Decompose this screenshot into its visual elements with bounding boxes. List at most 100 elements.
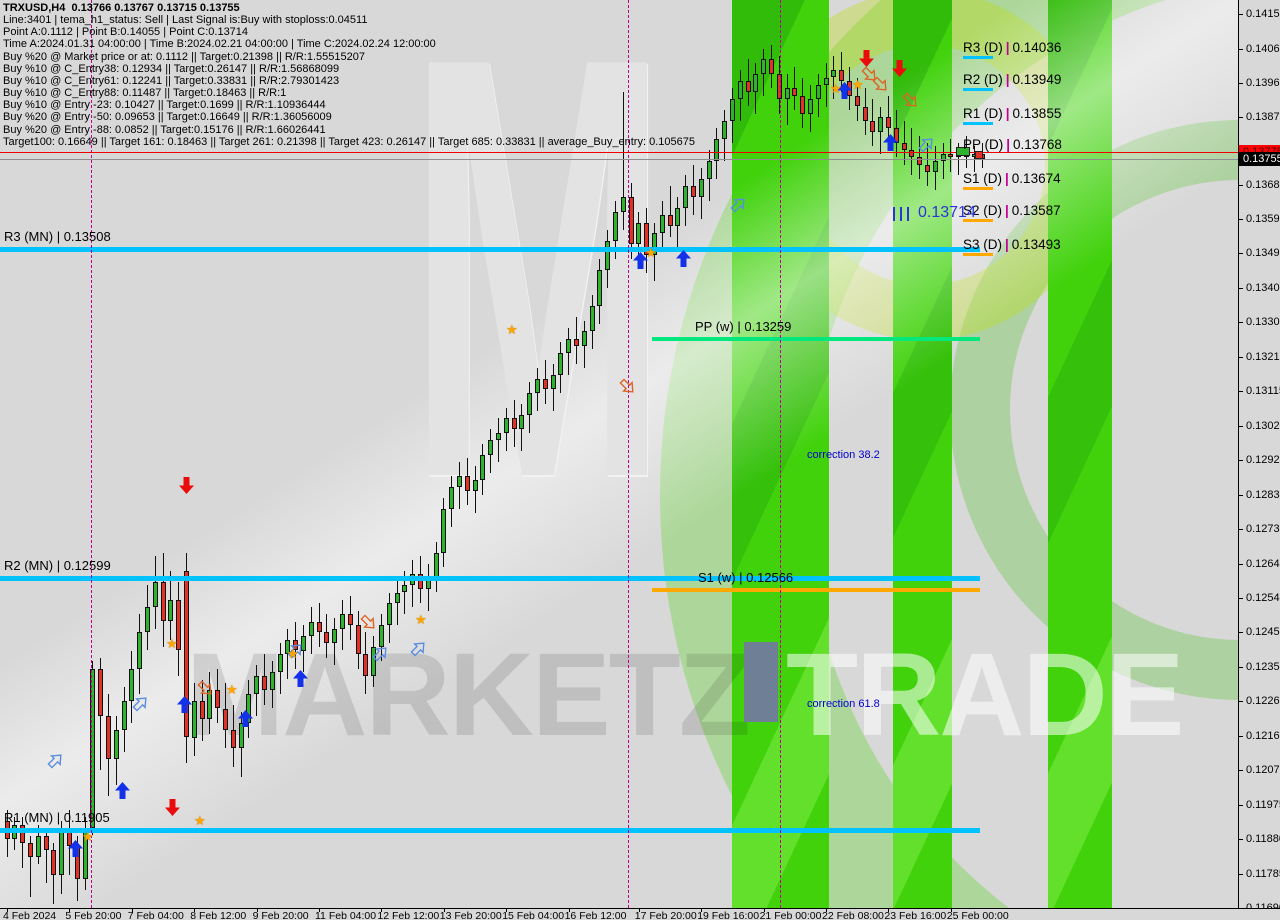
price-tick-label: 0.12545 [1246,591,1280,604]
candle-body [839,70,845,82]
candle-body [550,374,556,390]
buy-arrow-icon[interactable] [115,782,130,804]
candle-body [441,509,447,553]
daily-pivot-value: 0.13855 [1012,105,1062,121]
daily-pivot-name: S1 (D) [963,171,1003,187]
monthly-pivot-label: R1 (MN) | 0.11905 [4,810,110,825]
monthly-pivot-line[interactable] [0,828,980,833]
time-tick-label: 5 Feb 20:00 [65,910,122,920]
candle-body [831,70,837,78]
price-tick [1239,701,1243,703]
price-tick [1239,804,1243,806]
candle-body [558,353,564,375]
daily-pivot-row: R3 (D) | 0.14036 [963,40,1061,60]
up-trend-arrow-icon[interactable] [132,695,149,717]
pivot-separator: | [1005,105,1010,121]
candle-body [534,378,540,393]
up-trend-arrow-icon[interactable] [47,752,64,774]
daily-pivot-name: R3 (D) [963,40,1003,56]
star-signal-icon[interactable]: ★ [852,77,864,92]
price-tick-label: 0.13685 [1246,178,1280,191]
candle-body [589,306,595,332]
price-tick-label: 0.14155 [1246,8,1280,20]
candle-body [98,668,104,716]
star-signal-icon[interactable]: ★ [506,322,518,337]
down-trend-arrow-icon[interactable] [861,66,878,88]
star-signal-icon[interactable]: ★ [830,81,842,96]
candle-body [651,233,657,256]
down-trend-arrow-icon[interactable] [360,614,377,636]
weekly-pivot-line[interactable] [652,588,980,593]
star-signal-icon[interactable]: ★ [415,612,427,627]
price-tick [1239,184,1243,186]
daily-pivot-value: 0.13674 [1011,171,1061,187]
candle-wick [669,186,671,238]
star-signal-icon[interactable]: ★ [226,682,238,697]
sell-arrow-icon[interactable] [165,799,180,821]
up-trend-arrow-icon[interactable] [410,640,427,662]
candle-body [285,639,291,655]
candle-body [667,215,673,227]
down-trend-arrow-icon[interactable] [872,76,889,98]
time-tick [7,908,8,912]
candle-body [542,378,548,390]
candle-body [605,240,611,270]
weekly-pivot-line[interactable] [652,337,980,341]
candle-body [683,186,689,209]
candle-body [35,835,41,858]
time-tick-label: 7 Feb 04:00 [127,910,184,920]
point-c-tick [893,207,895,221]
price-tick [1239,425,1243,427]
candle-body [277,654,283,673]
symbol-info-block: TRXUSD,H4 0.13766 0.13767 0.13715 0.1375… [3,2,695,148]
price-tick-label: 0.12925 [1246,454,1280,467]
candle-body [300,636,306,651]
candle-body [121,701,127,731]
monthly-pivot-line[interactable] [0,246,980,252]
monthly-pivot-line[interactable] [0,576,980,582]
time-axis[interactable]: 4 Feb 2024 5 Feb 20:00 7 Feb 04:00 8 Feb 12… [0,908,1280,920]
price-tick [1239,287,1243,289]
info-line: Buy %10 @ C_Entry61: 0.12241 || Target:0… [3,74,340,87]
candle-body [449,487,455,510]
info-line: Buy %20 @ Entry -88: 0.0852 || Target:0.… [3,123,326,136]
candle-body [402,585,408,593]
chart-plot-area[interactable]: M MARKETZ TRADE R3 (MN) | 0.13508 R2 (MN)… [0,0,1238,908]
price-tick [1239,563,1243,565]
time-tick-label: 21 Feb 00:00 [759,910,822,920]
candle-body [82,828,88,879]
candle-body [339,614,345,629]
candle-body [636,222,642,245]
abc-time-marker-line[interactable] [780,0,781,908]
sell-arrow-icon[interactable] [859,50,874,72]
bid-price-line[interactable] [0,159,1238,161]
time-tick [194,908,196,912]
time-tick-label: 12 Feb 12:00 [377,910,440,920]
star-signal-icon[interactable]: ★ [194,813,206,828]
time-tick [701,908,703,912]
buy-arrow-icon[interactable] [293,670,308,692]
candle-body [620,197,626,212]
sell-arrow-icon[interactable] [179,477,194,499]
info-line: Buy %20 @ Market price or at: 0.1112 || … [3,50,365,63]
daily-pivot-underline [963,253,993,257]
daily-pivot-name: R2 (D) [963,71,1003,87]
daily-pivot-name: PP (D) [963,137,1004,153]
candle-body [784,88,790,100]
fibo-correction-label: correction 61.8 [807,698,880,710]
info-line: Buy %10 @ Entry -23: 0.10427 || Target:0… [3,99,326,112]
candle-body [761,59,767,74]
time-tick-label: 4 Feb 2024 [3,910,57,920]
time-tick-label: 15 Feb 04:00 [502,910,565,920]
info-line: Target100: 0.16649 || Target 161: 0.1846… [3,135,695,148]
candle-body [815,84,821,100]
buy-arrow-icon[interactable] [676,250,691,272]
candle-body [261,675,267,691]
candle-body [394,592,400,604]
pivot-separator: | [1005,171,1009,187]
time-tick [443,908,445,912]
